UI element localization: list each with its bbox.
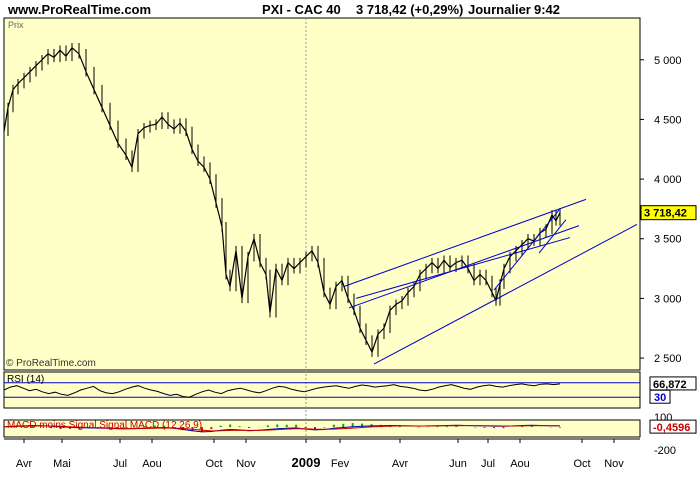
x-tick-label: Jul <box>481 458 495 470</box>
price-ytick-label: 4 000 <box>654 174 682 186</box>
x-tick-label: Nov <box>604 458 624 470</box>
x-tick-label: Oct <box>205 458 222 470</box>
rsi-panel <box>3 371 641 409</box>
last-price-badge-label: 3 718,42 <box>644 208 687 220</box>
macd-last-value-box <box>649 419 697 434</box>
signal-line <box>3 425 560 432</box>
rsi-series-line <box>3 383 561 398</box>
trend-line <box>493 209 560 291</box>
x-tick-label: Aou <box>142 458 162 470</box>
period-label: Journalier <box>468 2 531 17</box>
price-ytick-label: 5 000 <box>654 55 682 67</box>
trend-line <box>538 219 567 254</box>
last-price-label: 3 718,42 (+0,29%) <box>356 2 464 17</box>
trend-line <box>373 223 638 365</box>
website-label[interactable]: www.ProRealTime.com <box>8 2 152 17</box>
trend-line <box>355 237 571 299</box>
x-tick-label: 2009 <box>292 455 321 470</box>
x-tick-label: Aou <box>510 458 530 470</box>
watermark: © ProRealTime.com <box>6 358 96 369</box>
price-ytick-label: 2 500 <box>654 353 682 365</box>
x-tick-label: Jul <box>113 458 127 470</box>
x-tick-label: Jun <box>449 458 467 470</box>
macd-ytick-label: -200 <box>654 445 676 457</box>
rsi-level-box <box>649 389 671 404</box>
trend-line <box>343 198 587 287</box>
macd-panel-title: MACD moins Signal Signal MACD (12 26 9) <box>7 420 202 431</box>
price-ytick-label: 3 500 <box>654 234 682 246</box>
x-tick-label: Mai <box>53 458 71 470</box>
x-tick-label: Avr <box>392 458 409 470</box>
macd-panel <box>3 419 641 438</box>
price-panel <box>3 17 641 371</box>
last-price-badge <box>640 205 697 221</box>
price-ytick-label: 3 000 <box>654 293 682 305</box>
trend-line <box>348 225 580 309</box>
x-tick-label: Fev <box>331 458 350 470</box>
x-tick-label: Nov <box>236 458 256 470</box>
time-label: 9:42 <box>534 2 561 17</box>
rsi-last-value-label: 66,872 <box>653 379 687 391</box>
price-panel-title: Prix <box>8 20 24 30</box>
chart-header: www.ProRealTime.com PXI - CAC 40 3 718,4… <box>0 0 700 18</box>
x-tick-label: Oct <box>573 458 590 470</box>
rsi-level-label: 30 <box>654 392 666 404</box>
rsi-last-value-box <box>649 376 697 391</box>
instrument-label: PXI - CAC 40 <box>262 2 341 17</box>
macd-last-value-label: -0,4596 <box>653 422 690 434</box>
rsi-panel-title: RSI (14) <box>7 374 44 385</box>
x-tick-label: Avr <box>16 458 33 470</box>
price-ytick-label: 4 500 <box>654 114 682 126</box>
